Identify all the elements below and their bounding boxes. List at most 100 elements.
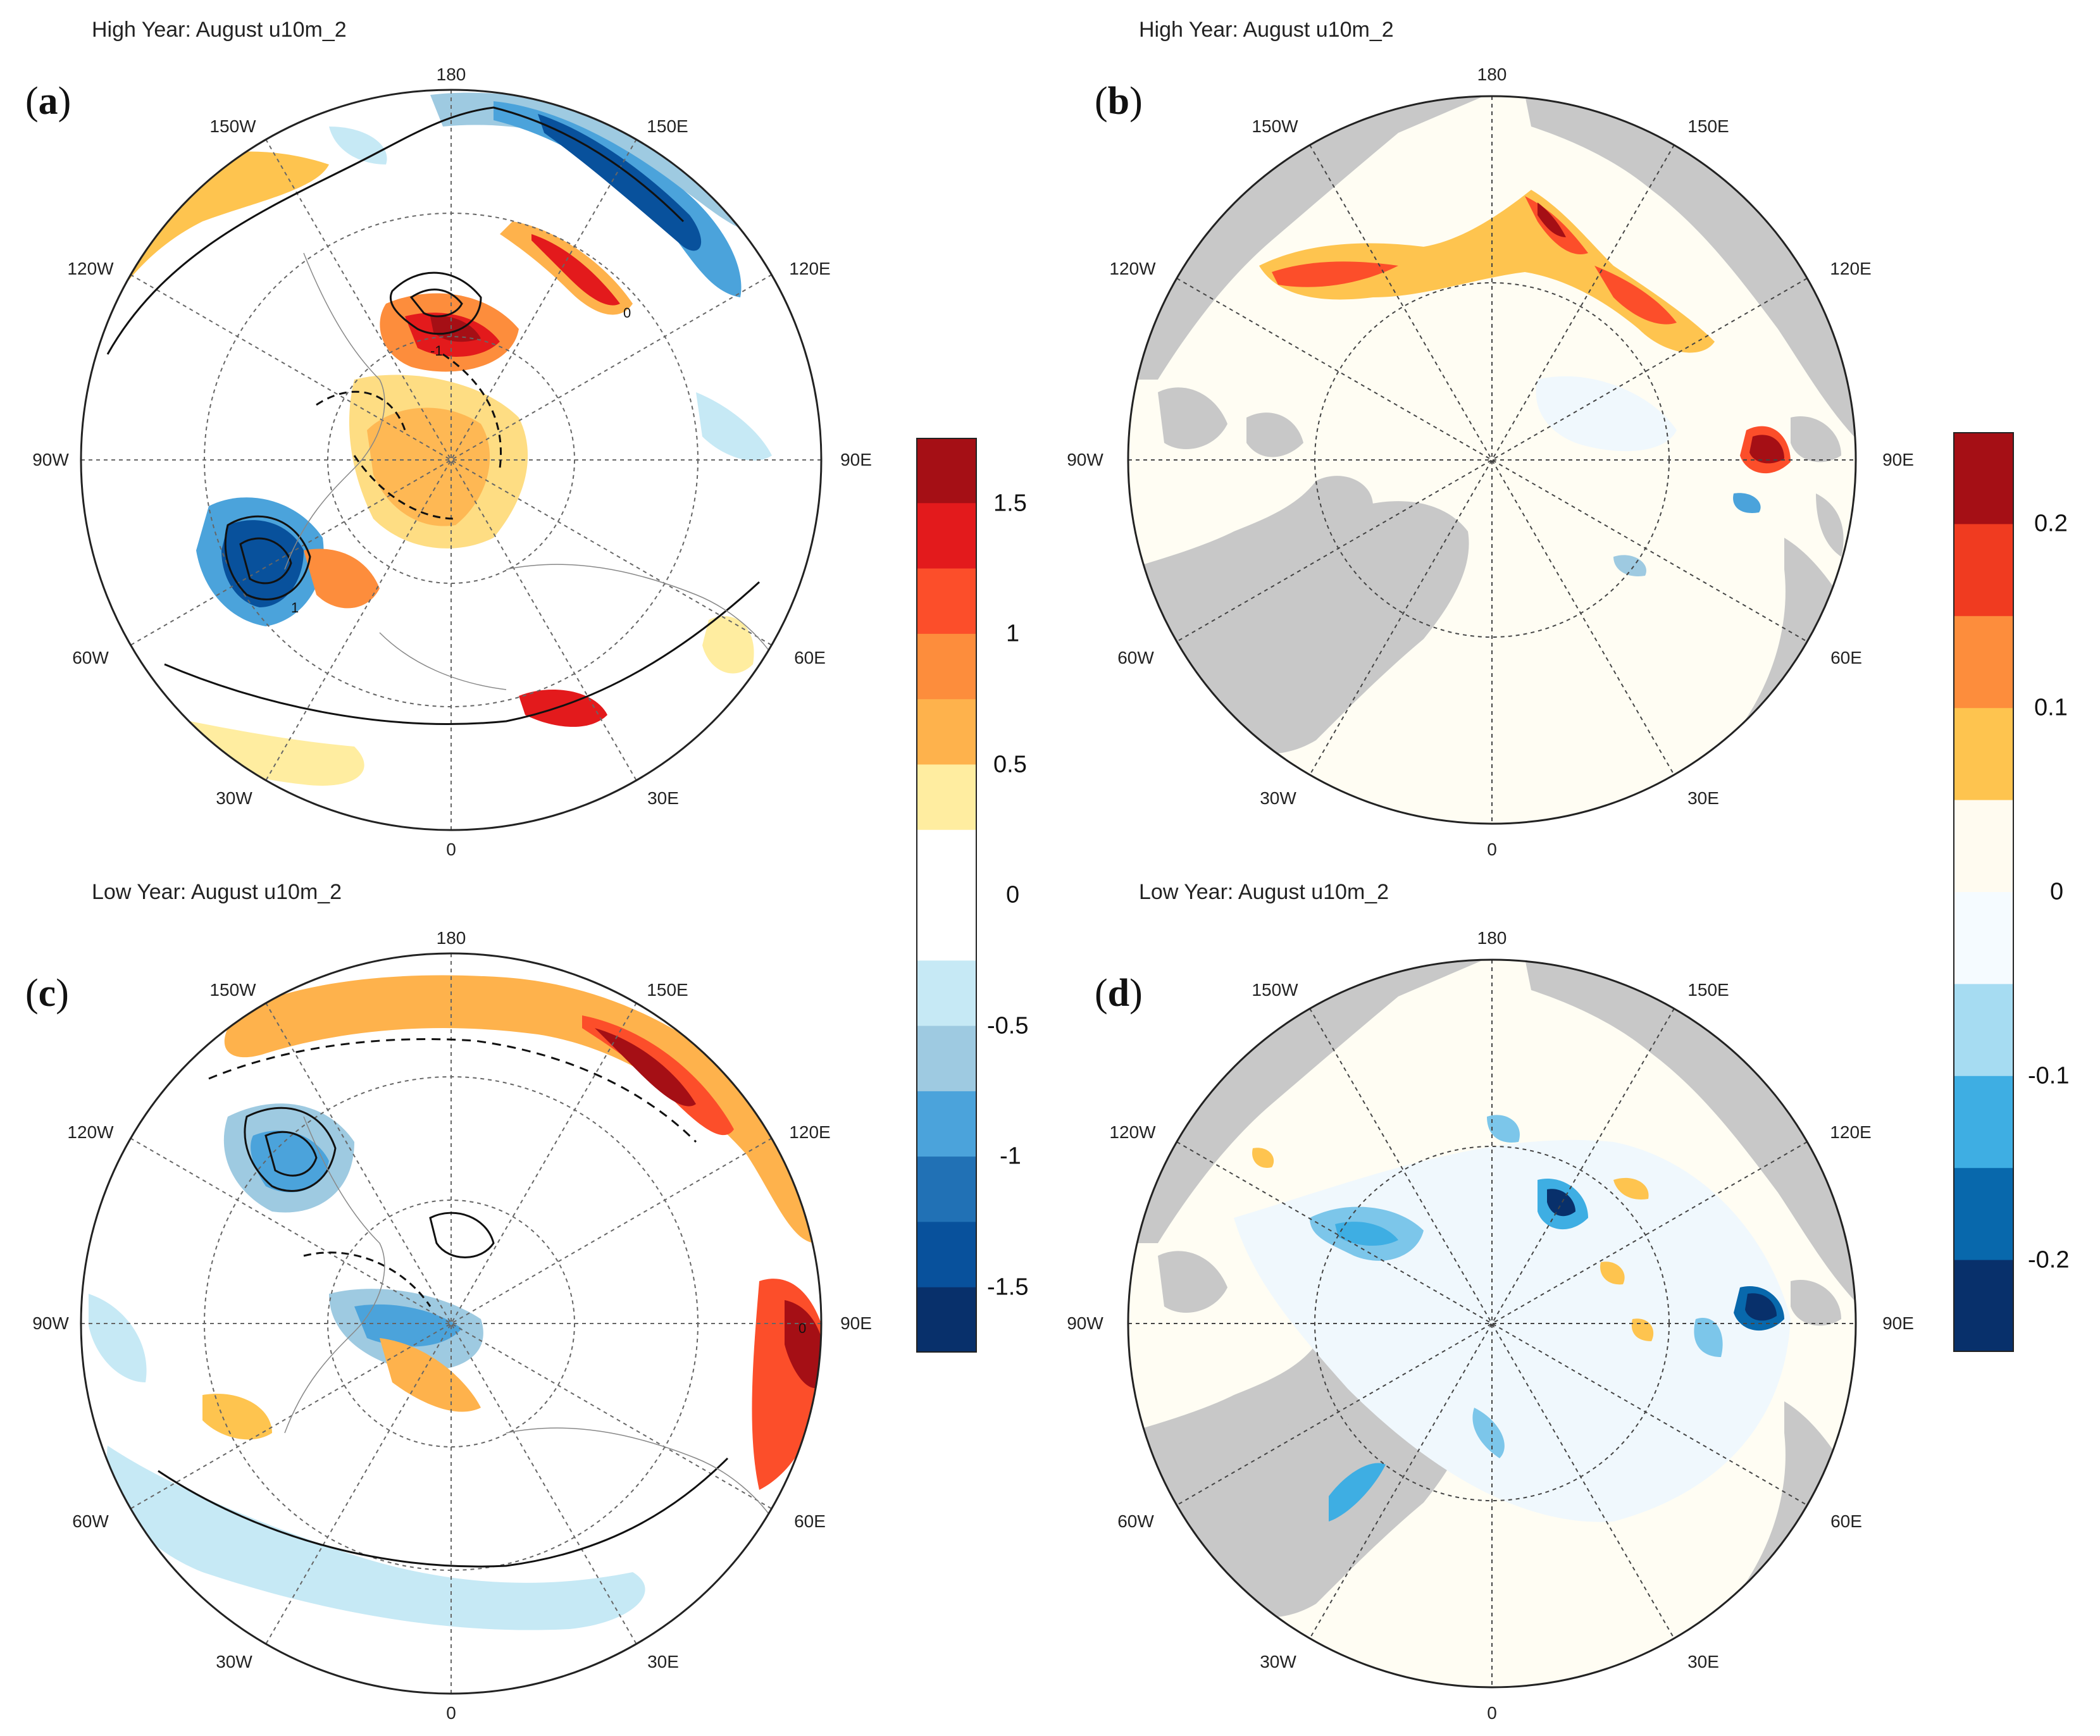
lon-label-a-60w: 60W [72, 648, 109, 667]
lon-label-a-150e: 150E [647, 116, 688, 136]
colorbar-right-label--0.1: -0.1 [2028, 1062, 2070, 1089]
colorbar-left-swatch [916, 895, 977, 961]
colorbar-right-swatch [1953, 432, 2014, 524]
lon-label-c-90e: 90E [840, 1313, 872, 1333]
lon-label-a-90e: 90E [840, 450, 872, 469]
panel-c-letter: (c) [25, 972, 69, 1015]
lon-label-a-60e: 60E [794, 648, 826, 667]
colorbar-left-swatch [916, 1156, 977, 1222]
colorbar-right [1953, 432, 2014, 1352]
contour-label-c-1: 0 [798, 1320, 806, 1336]
lon-label-c-60e: 60E [794, 1511, 826, 1531]
colorbar-left-swatch [916, 1026, 977, 1092]
anomaly-shading-c [89, 975, 821, 1630]
panel-d-title: Low Year: August u10m_2 [1139, 880, 1389, 904]
lon-label-c-150e: 150E [647, 980, 688, 1000]
colorbar-left-swatch [916, 764, 977, 831]
colorbar-right-swatch [1953, 1260, 2014, 1352]
lon-label-a-150w: 150W [209, 116, 256, 136]
lon-label-d-150e: 150E [1687, 980, 1729, 1000]
lon-label-d-60e: 60E [1830, 1511, 1862, 1531]
colorbar-right-swatch [1953, 800, 2014, 893]
lon-label-b-120e: 120E [1830, 259, 1872, 278]
colorbar-right-swatch [1953, 1076, 2014, 1169]
ice-anomaly-d [1234, 1115, 1791, 1522]
lon-label-b-180: 180 [1477, 65, 1507, 84]
colorbar-left-swatch [916, 633, 977, 700]
lon-label-c-120e: 120E [789, 1122, 831, 1142]
contours-c [158, 1038, 729, 1568]
lon-label-b-150e: 150E [1687, 116, 1729, 136]
map-panel-d [1127, 958, 1857, 1689]
graticule-b [1128, 96, 1856, 824]
lon-label-d-120e: 120E [1830, 1122, 1872, 1142]
colorbar-right-label--0.2: -0.2 [2028, 1246, 2070, 1274]
lon-label-c-30e: 30E [647, 1652, 679, 1671]
ice-anomaly-b [1259, 190, 1791, 576]
colorbar-left-swatch [916, 568, 977, 635]
lon-label-d-90w: 90W [1067, 1313, 1103, 1333]
anomaly-shading-a [115, 92, 772, 786]
coastlines-a [284, 252, 779, 690]
colorbar-left-label-1: 1 [1006, 620, 1020, 647]
colorbar-left-label--1.5: -1.5 [987, 1274, 1029, 1301]
panel-b-letter: (b) [1095, 80, 1143, 123]
colorbar-left-label-1.5: 1.5 [993, 490, 1027, 517]
lon-label-d-90e: 90E [1882, 1313, 1914, 1333]
panel-d-letter: (d) [1095, 972, 1143, 1015]
lon-label-b-60e: 60E [1830, 648, 1862, 667]
colorbar-right-swatch [1953, 708, 2014, 801]
colorbar-left-border [916, 438, 977, 1353]
lon-label-c-90w: 90W [32, 1313, 69, 1333]
colorbar-left-label-0: 0 [1006, 881, 1020, 908]
lon-label-b-30w: 30W [1260, 788, 1296, 808]
contour-label-a-3: 1 [291, 600, 299, 616]
lon-label-a-0: 0 [446, 840, 456, 859]
panel-b-title: High Year: August u10m_2 [1139, 18, 1394, 42]
colorbar-left-swatch [916, 1222, 977, 1288]
lon-label-b-0: 0 [1487, 840, 1497, 859]
lon-label-a-30e: 30E [647, 788, 679, 808]
panel-c-title: Low Year: August u10m_2 [92, 880, 342, 904]
colorbar-right-swatch [1953, 984, 2014, 1077]
colorbar-left-label--1: -1 [1000, 1143, 1021, 1170]
colorbar-left-label--0.5: -0.5 [987, 1012, 1029, 1039]
lon-label-d-30e: 30E [1687, 1652, 1719, 1671]
colorbar-right-swatch [1953, 1168, 2014, 1261]
lon-label-d-60w: 60W [1117, 1511, 1154, 1531]
colorbar-left-swatch [916, 1091, 977, 1157]
map-panel-a: -1 0 1 [80, 89, 823, 831]
panel-a-letter: (a) [25, 80, 71, 123]
lon-label-c-0: 0 [446, 1703, 456, 1723]
colorbar-left-swatch [916, 503, 977, 569]
map-panel-c: 0 [80, 952, 823, 1695]
lon-label-b-90w: 90W [1067, 450, 1103, 469]
lon-label-d-0: 0 [1487, 1703, 1497, 1723]
lon-label-b-90e: 90E [1882, 450, 1914, 469]
lon-label-b-150w: 150W [1252, 116, 1298, 136]
contours-a [106, 106, 761, 725]
lon-label-a-90w: 90W [32, 450, 69, 469]
colorbar-right-label-0: 0 [2050, 878, 2064, 905]
lon-label-b-30e: 30E [1687, 788, 1719, 808]
lon-label-b-60w: 60W [1117, 648, 1154, 667]
contour-label-a-1: -1 [430, 343, 443, 359]
lon-label-c-120w: 120W [67, 1122, 114, 1142]
lon-label-d-120w: 120W [1109, 1122, 1156, 1142]
colorbar-left-swatch [916, 1287, 977, 1353]
lon-label-d-150w: 150W [1252, 980, 1298, 1000]
colorbar-right-swatch [1953, 524, 2014, 617]
graticule-d [1128, 960, 1856, 1687]
colorbar-right-swatch [1953, 892, 2014, 984]
lon-label-b-120w: 120W [1109, 259, 1156, 278]
contour-label-a-2: 0 [623, 305, 631, 321]
colorbar-right-border [1953, 432, 2014, 1352]
map-panel-b [1127, 95, 1857, 825]
lon-label-c-150w: 150W [209, 980, 256, 1000]
lon-label-a-120w: 120W [67, 259, 114, 278]
lon-label-d-30w: 30W [1260, 1652, 1296, 1671]
colorbar-right-label-0.1: 0.1 [2034, 694, 2068, 721]
colorbar-left-swatch [916, 699, 977, 765]
colorbar-right-label-0.2: 0.2 [2034, 510, 2068, 537]
lon-label-d-180: 180 [1477, 928, 1507, 948]
